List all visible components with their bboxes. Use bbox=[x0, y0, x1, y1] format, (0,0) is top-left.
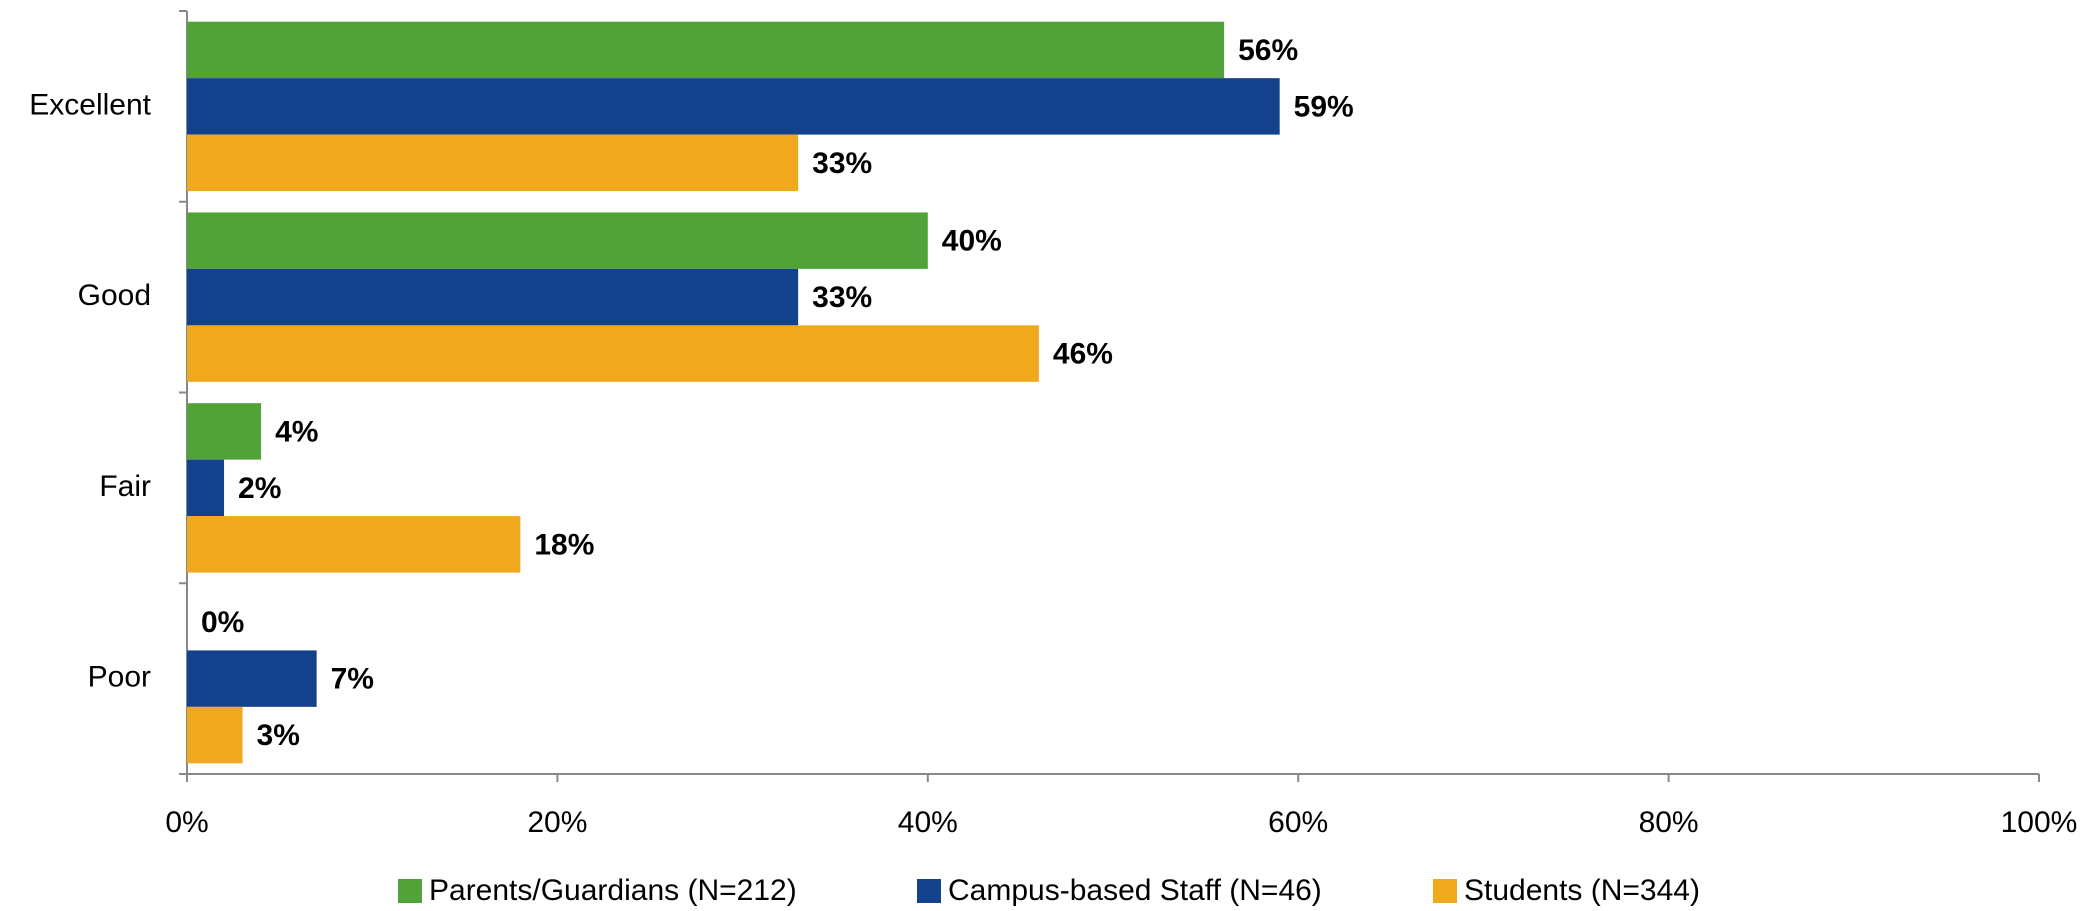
bar bbox=[187, 516, 521, 573]
x-tick-label: 40% bbox=[898, 806, 958, 839]
value-label: 0% bbox=[201, 606, 244, 639]
legend-label: Parents/Guardians (N=212) bbox=[429, 874, 797, 907]
bar bbox=[187, 21, 1225, 79]
bar bbox=[187, 403, 262, 460]
value-label: 59% bbox=[1294, 90, 1354, 123]
y-tick-label: Excellent bbox=[29, 88, 151, 121]
x-tick-label: 80% bbox=[1639, 806, 1699, 839]
x-tick-label: 0% bbox=[165, 806, 208, 839]
x-tick-label: 100% bbox=[2001, 806, 2078, 839]
bar bbox=[187, 268, 799, 326]
legend-swatch bbox=[917, 879, 941, 903]
value-label: 33% bbox=[812, 281, 872, 314]
bar bbox=[187, 325, 1039, 382]
bar bbox=[187, 706, 243, 764]
value-label: 3% bbox=[257, 719, 300, 752]
bar bbox=[187, 78, 1280, 135]
bar bbox=[187, 134, 799, 192]
value-label: 33% bbox=[812, 147, 872, 180]
value-label: 2% bbox=[238, 472, 281, 505]
y-tick-label: Good bbox=[78, 279, 151, 312]
value-label: 4% bbox=[275, 415, 318, 448]
value-label: 7% bbox=[331, 663, 374, 696]
x-tick-label: 20% bbox=[527, 806, 587, 839]
value-label: 18% bbox=[534, 528, 594, 561]
legend-swatch bbox=[1433, 879, 1457, 903]
bar bbox=[187, 212, 928, 269]
legend-label: Students (N=344) bbox=[1464, 874, 1700, 907]
value-label: 40% bbox=[942, 225, 1002, 258]
y-tick-label: Fair bbox=[99, 470, 151, 503]
value-label: 46% bbox=[1053, 338, 1113, 371]
y-tick-label: Poor bbox=[88, 661, 151, 694]
bar bbox=[187, 459, 225, 517]
bar bbox=[187, 650, 317, 707]
value-label: 56% bbox=[1238, 34, 1298, 67]
legend-swatch bbox=[398, 879, 422, 903]
legend-label: Campus-based Staff (N=46) bbox=[948, 874, 1322, 907]
x-tick-label: 60% bbox=[1268, 806, 1328, 839]
